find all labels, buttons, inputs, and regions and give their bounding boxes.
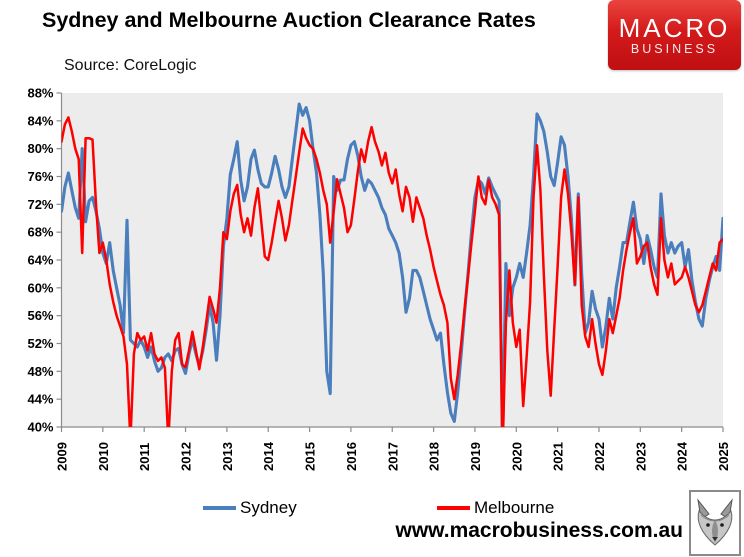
y-tick-label: 72% — [27, 197, 53, 212]
y-tick-label: 44% — [27, 392, 53, 407]
y-tick-label: 88% — [27, 86, 53, 101]
x-tick-label: 2023 — [633, 442, 648, 471]
x-tick-label: 2022 — [592, 442, 607, 471]
x-tick-label: 2009 — [55, 442, 70, 471]
y-tick-label: 40% — [27, 420, 53, 435]
x-tick-label: 2016 — [344, 442, 359, 471]
x-tick-label: 2017 — [385, 442, 400, 471]
x-tick-label: 2019 — [468, 442, 483, 471]
x-tick-label: 2011 — [137, 443, 152, 471]
x-tick-label: 2012 — [179, 442, 194, 471]
y-tick-label: 48% — [27, 364, 53, 379]
y-tick-label: 52% — [27, 336, 53, 351]
source-note: Source: CoreLogic — [64, 57, 197, 74]
legend-item-sydney: Sydney — [203, 497, 297, 519]
legend-item-melbourne: Melbourne — [437, 497, 554, 519]
y-tick-label: 56% — [27, 308, 53, 323]
series-line-melbourne — [61, 116, 723, 427]
melbourne-line-swatch — [437, 506, 470, 510]
y-tick-label: 80% — [27, 141, 53, 156]
y-tick-label: 64% — [27, 253, 53, 268]
x-tick-label: 2021 — [551, 442, 566, 471]
x-tick-label: 2013 — [220, 442, 235, 471]
y-tick-label: 84% — [27, 113, 53, 128]
x-tick-label: 2024 — [675, 441, 690, 471]
x-tick-label: 2025 — [716, 442, 731, 471]
sydney-line-swatch — [203, 506, 236, 510]
y-tick-label: 76% — [27, 169, 53, 184]
website-url: www.macrobusiness.com.au — [395, 519, 683, 542]
x-tick-label: 2014 — [261, 441, 276, 471]
logo-text-business: BUSINESS — [630, 41, 719, 56]
x-tick-label: 2010 — [96, 442, 111, 471]
x-tick-label: 2018 — [427, 442, 442, 471]
clearance-rate-chart: 88%84%80%76%72%68%64%60%56%52%48%44%40%2… — [27, 86, 731, 472]
macrobusiness-logo: MACRO BUSINESS — [608, 0, 741, 70]
x-tick-label: 2020 — [509, 442, 524, 471]
page-title: Sydney and Melbourne Auction Clearance R… — [42, 8, 536, 32]
legend-label-sydney: Sydney — [240, 498, 297, 517]
y-tick-label: 60% — [27, 280, 53, 295]
legend-label-melbourne: Melbourne — [474, 498, 555, 517]
y-tick-label: 68% — [27, 225, 53, 240]
wolf-icon — [697, 498, 733, 546]
x-tick-label: 2015 — [303, 442, 318, 471]
chart-legend: Sydney Melbourne — [0, 497, 744, 519]
wolf-logo — [689, 490, 741, 556]
logo-text-macro: MACRO — [618, 12, 731, 43]
